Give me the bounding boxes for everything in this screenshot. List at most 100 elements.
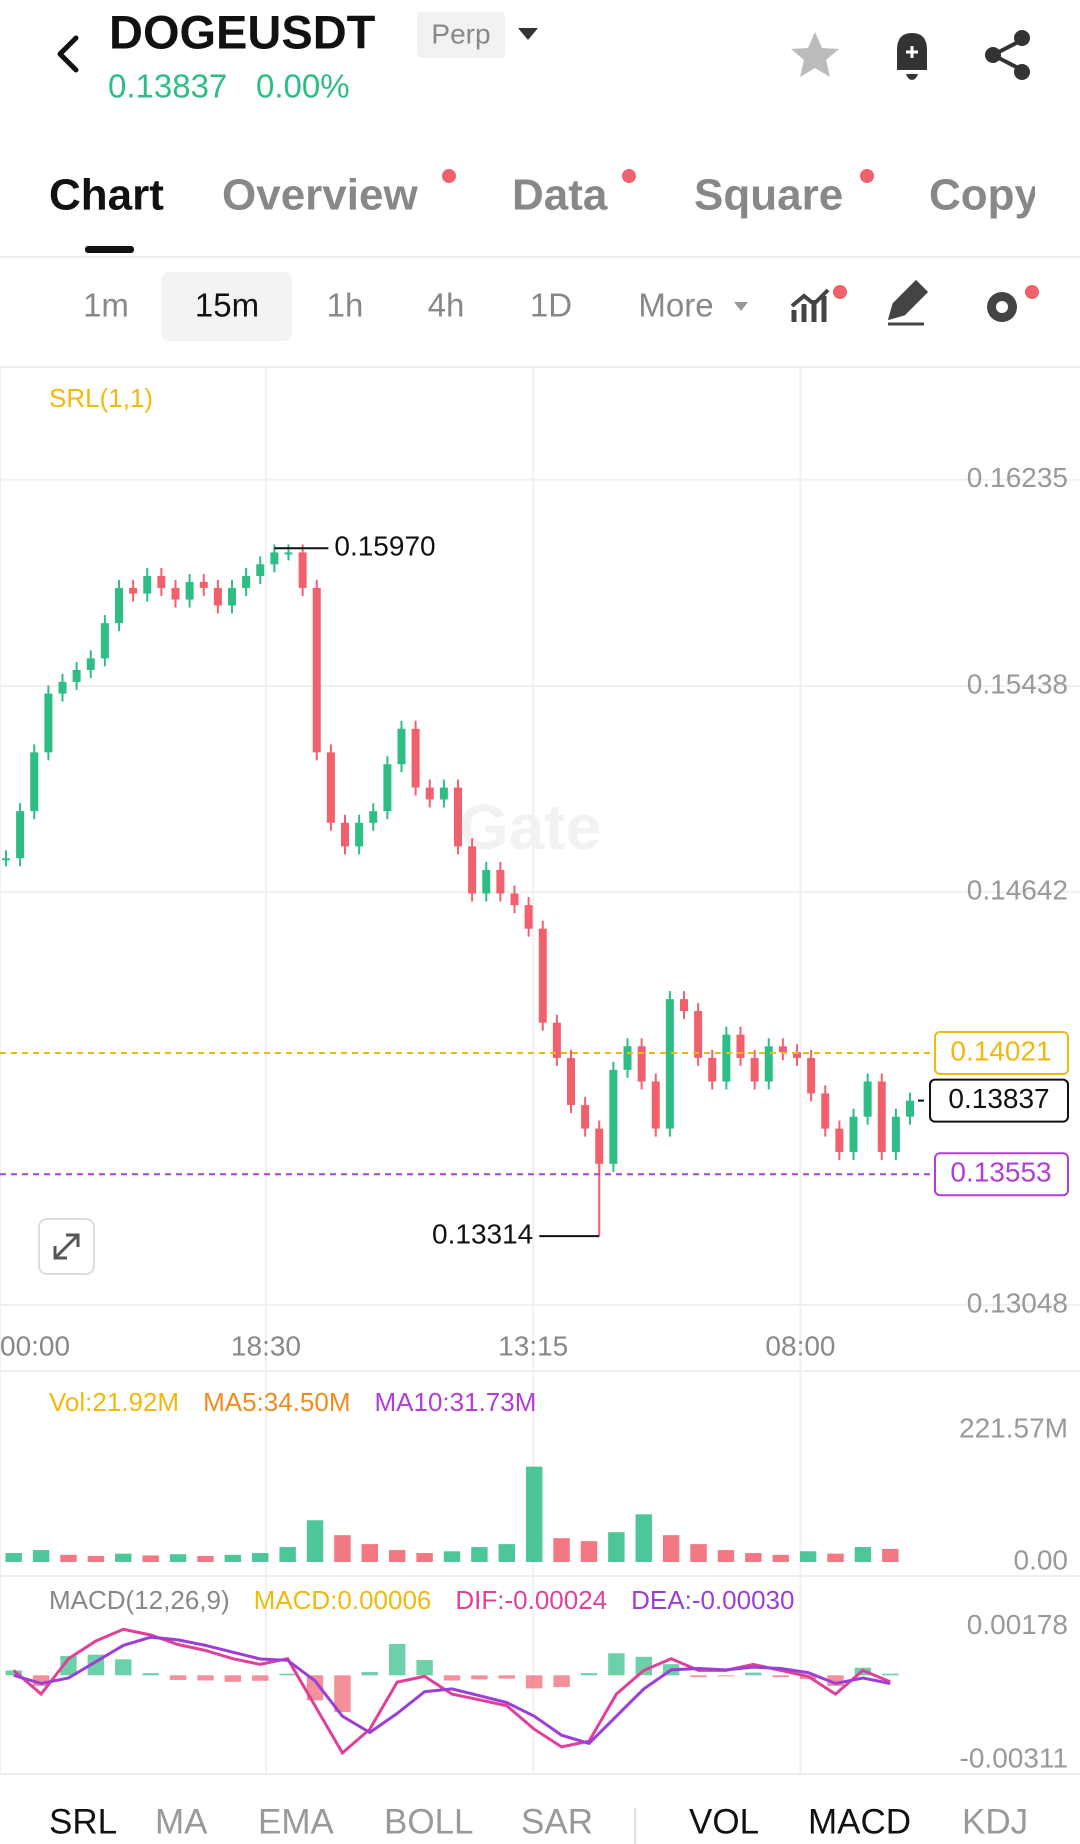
macd-bar bbox=[745, 1672, 762, 1676]
y-tick-label: 0.14642 bbox=[967, 875, 1068, 906]
candle bbox=[552, 1022, 561, 1058]
high-label: 0.15970 bbox=[334, 531, 435, 562]
candle bbox=[171, 587, 180, 600]
volume-bar bbox=[443, 1551, 461, 1562]
indicator-icon[interactable] bbox=[790, 285, 847, 322]
candle bbox=[764, 1046, 773, 1082]
legend-entry: DEA:-0.00030 bbox=[631, 1585, 794, 1615]
tab-underline bbox=[85, 246, 134, 253]
indicator-tab[interactable]: EMA bbox=[258, 1802, 335, 1841]
volume-bar bbox=[717, 1550, 735, 1562]
indicator-tab[interactable]: MACD bbox=[808, 1802, 911, 1841]
draw-icon[interactable] bbox=[887, 279, 929, 326]
red-dot bbox=[1025, 285, 1039, 299]
indicator-tab[interactable]: MA bbox=[155, 1802, 208, 1841]
volume-bar bbox=[471, 1547, 488, 1562]
y-tick-label: 0.00178 bbox=[967, 1609, 1068, 1640]
candle bbox=[425, 787, 434, 800]
candle bbox=[694, 1011, 703, 1058]
candle bbox=[736, 1034, 745, 1058]
tab[interactable]: Data bbox=[512, 171, 608, 220]
timeframe[interactable]: 15m bbox=[195, 287, 259, 324]
timeframe[interactable]: 1h bbox=[327, 287, 364, 324]
candle bbox=[228, 587, 236, 606]
share-dot bbox=[985, 47, 1001, 63]
y-tick-label: -0.00311 bbox=[960, 1742, 1068, 1773]
macd-bar bbox=[608, 1653, 625, 1676]
tab[interactable]: Overview bbox=[222, 171, 418, 220]
candle bbox=[341, 822, 349, 847]
level-label: 0.13553 bbox=[950, 1157, 1051, 1188]
macd-bar bbox=[772, 1675, 789, 1678]
macd-bar bbox=[279, 1673, 296, 1676]
candle bbox=[242, 575, 251, 588]
symbol[interactable]: DOGEUSDT bbox=[109, 5, 376, 58]
candle bbox=[326, 752, 335, 823]
volume-bar bbox=[882, 1548, 899, 1562]
candle bbox=[807, 1057, 816, 1094]
indicator-tab[interactable]: SAR bbox=[521, 1802, 593, 1841]
candle bbox=[411, 728, 420, 788]
candle bbox=[16, 811, 25, 859]
macd-bar bbox=[169, 1675, 187, 1680]
timeframe[interactable]: More bbox=[638, 287, 713, 324]
favorite-icon[interactable] bbox=[791, 32, 839, 77]
tab[interactable]: Copy bbox=[929, 171, 1040, 220]
tab[interactable]: Square bbox=[694, 171, 843, 220]
volume-bar bbox=[306, 1520, 324, 1562]
dropdown[interactable] bbox=[518, 28, 538, 40]
candle bbox=[199, 581, 208, 588]
macd-bar bbox=[197, 1675, 214, 1681]
macd-bar bbox=[32, 1675, 50, 1686]
indicator-tab[interactable]: BOLL bbox=[384, 1802, 474, 1841]
candle bbox=[722, 1034, 731, 1082]
red-dot bbox=[442, 169, 456, 183]
tab[interactable]: Chart bbox=[49, 171, 164, 220]
share-icon[interactable] bbox=[985, 30, 1030, 80]
tab-fade bbox=[1035, 170, 1080, 230]
more-caret bbox=[734, 302, 748, 311]
macd-line bbox=[13, 1635, 891, 1746]
macd-bar bbox=[60, 1655, 77, 1676]
volume-bar bbox=[662, 1535, 680, 1562]
macd-bar bbox=[416, 1660, 433, 1676]
volume-bar bbox=[5, 1553, 22, 1562]
x-tick-label: 18:30 bbox=[231, 1330, 301, 1361]
y-tick-label: 221.57M bbox=[959, 1412, 1068, 1443]
macd-bar bbox=[525, 1675, 543, 1689]
icon-bars bbox=[791, 296, 827, 322]
volume-bar bbox=[498, 1544, 516, 1562]
y-tick-label: 0.15438 bbox=[967, 668, 1068, 699]
indicator-tab[interactable]: SRL bbox=[49, 1802, 117, 1841]
macd-bar bbox=[827, 1675, 844, 1686]
low-label: 0.13314 bbox=[432, 1218, 533, 1249]
candle bbox=[454, 787, 462, 847]
x-tick-label: 13:15 bbox=[498, 1330, 568, 1361]
candle bbox=[298, 552, 307, 588]
settings-hole bbox=[996, 301, 1008, 313]
indicator-tab[interactable]: KDJ bbox=[962, 1802, 1028, 1841]
macd-bar bbox=[361, 1672, 379, 1676]
candle bbox=[72, 669, 81, 682]
volume-bar bbox=[690, 1544, 707, 1562]
candle bbox=[383, 764, 392, 812]
last-box bbox=[929, 1078, 1069, 1123]
volume-bar bbox=[60, 1554, 77, 1562]
candle bbox=[213, 587, 222, 606]
timeframe[interactable]: 1D bbox=[530, 287, 572, 324]
candle bbox=[609, 1069, 618, 1164]
back-button[interactable] bbox=[57, 35, 79, 73]
level-box bbox=[934, 1031, 1069, 1076]
macd-bar bbox=[252, 1675, 269, 1681]
timeframe[interactable]: 1m bbox=[83, 287, 129, 324]
change: 0.00% bbox=[256, 68, 350, 105]
expand-icon bbox=[53, 1233, 80, 1260]
timeframe[interactable]: 4h bbox=[428, 287, 465, 324]
candle bbox=[665, 999, 674, 1129]
candle bbox=[877, 1081, 886, 1152]
volume-bar bbox=[142, 1555, 159, 1562]
candle bbox=[821, 1093, 830, 1129]
legend-entry: MACD:0.00006 bbox=[254, 1585, 432, 1615]
volume-bar bbox=[745, 1553, 762, 1562]
indicator-tab[interactable]: VOL bbox=[689, 1802, 759, 1841]
